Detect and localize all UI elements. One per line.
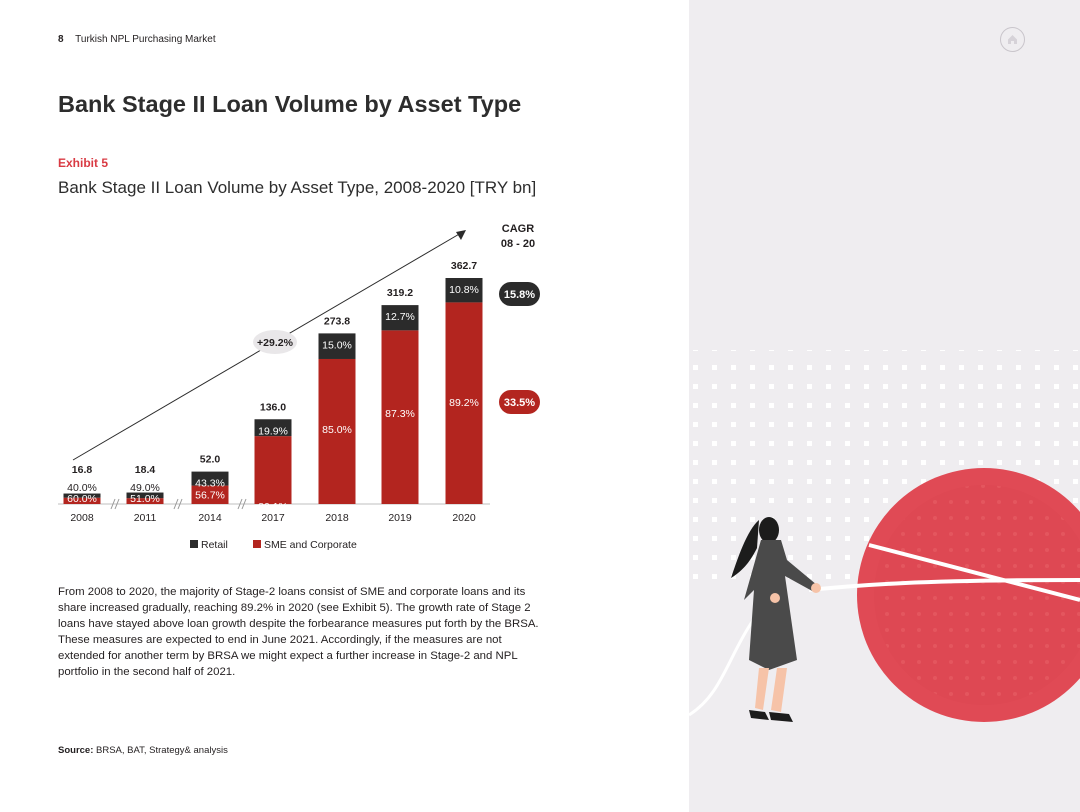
axis-break-mark	[114, 498, 120, 510]
x-tick-label: 2017	[261, 512, 285, 524]
total-label: 136.0	[260, 401, 286, 413]
legend-label: SME and Corporate	[264, 539, 357, 551]
bar-retail-2017	[254, 419, 292, 437]
cagr-header: CAGR	[502, 223, 534, 235]
x-tick-label: 2019	[388, 512, 412, 524]
cagr-value: 33.5%	[504, 397, 535, 409]
axis-break-mark	[110, 498, 116, 510]
home-button[interactable]	[1000, 27, 1025, 52]
source-label: Source:	[58, 745, 94, 756]
legend-swatch	[253, 540, 261, 548]
page-number: 8	[58, 34, 64, 45]
total-label: 18.4	[135, 464, 156, 476]
legend-label: Retail	[201, 539, 228, 551]
total-label: 362.7	[451, 260, 477, 272]
rope	[808, 578, 1080, 592]
total-label: 319.2	[387, 287, 413, 299]
retail-share-label: 43.3%	[195, 478, 225, 490]
source-note: Source: BRSA, BAT, Strategy& analysis	[58, 745, 228, 756]
cagr-badge-1	[499, 390, 540, 414]
sme-share-label: 80.1%	[258, 501, 288, 513]
sme-share-label: 60.0%	[67, 493, 97, 505]
sme-share-label: 56.7%	[195, 490, 225, 502]
x-tick-label: 2014	[198, 512, 222, 524]
retail-share-label: 15.0%	[322, 339, 352, 351]
bar-retail-2018	[318, 333, 356, 359]
home-icon	[1008, 35, 1017, 44]
bar-sme-2020	[445, 302, 483, 504]
stacked-bar-chart: +29.2% 2008 16.8 40.0%60.0% 2011 18.4 49.0%51.…	[58, 223, 540, 551]
pulling-woman-figure	[731, 517, 821, 722]
sme-share-label: 85.0%	[322, 424, 352, 436]
document-title: Turkish NPL Purchasing Market	[75, 34, 216, 45]
page-header: 8 Turkish NPL Purchasing Market	[58, 34, 216, 45]
retail-share-label: 10.8%	[449, 284, 479, 296]
bar-retail-2008	[63, 493, 101, 498]
x-tick-label: 2020	[452, 512, 476, 524]
trend-annotation: +29.2%	[257, 337, 294, 349]
bar-retail-2020	[445, 278, 483, 303]
bar-sme-2014	[191, 485, 229, 504]
retail-share-label: 40.0%	[67, 482, 97, 494]
bar-retail-2019	[381, 305, 419, 331]
bar-sme-2018	[318, 358, 356, 504]
exhibit-label: Exhibit 5	[58, 156, 109, 170]
x-tick-label: 2018	[325, 512, 349, 524]
total-label: 52.0	[200, 454, 221, 466]
axis-break-mark	[173, 498, 179, 510]
x-tick-label: 2008	[70, 512, 94, 524]
retail-share-label: 19.9%	[258, 425, 288, 437]
x-tick-label: 2011	[134, 512, 157, 524]
bar-sme-2011	[126, 498, 164, 504]
retail-share-label: 12.7%	[385, 311, 415, 323]
retail-share-label: 49.0%	[130, 482, 160, 494]
legend-swatch	[190, 540, 198, 548]
sme-share-label: 51.0%	[130, 493, 160, 505]
bar-sme-2019	[381, 330, 419, 504]
bar-sme-2008	[63, 497, 101, 504]
cagr-value: 15.8%	[504, 289, 535, 301]
trend-annotation-bubble	[253, 330, 297, 354]
tug-of-war-illustration	[689, 350, 1080, 722]
cagr-period: 08 - 20	[501, 238, 535, 250]
chart-title: Bank Stage II Loan Volume by Asset Type,…	[58, 178, 537, 197]
axis-break-mark	[241, 498, 247, 510]
axis-break-mark	[177, 498, 183, 510]
axis-break-mark	[237, 498, 243, 510]
cagr-badge-0	[499, 282, 540, 306]
page-title: Bank Stage II Loan Volume by Asset Type	[58, 91, 522, 117]
sme-share-label: 89.2%	[449, 397, 479, 409]
total-label: 16.8	[72, 464, 93, 476]
sme-share-label: 87.3%	[385, 408, 415, 420]
bar-retail-2014	[191, 471, 229, 486]
bar-sme-2017	[254, 436, 292, 504]
bar-retail-2011	[126, 492, 164, 499]
illustration-panel	[689, 0, 1080, 812]
total-label: 273.8	[324, 315, 350, 327]
body-paragraph: From 2008 to 2020, the majority of Stage…	[58, 586, 539, 678]
source-text: BRSA, BAT, Strategy& analysis	[96, 745, 228, 756]
trend-arrow-head	[456, 230, 466, 240]
